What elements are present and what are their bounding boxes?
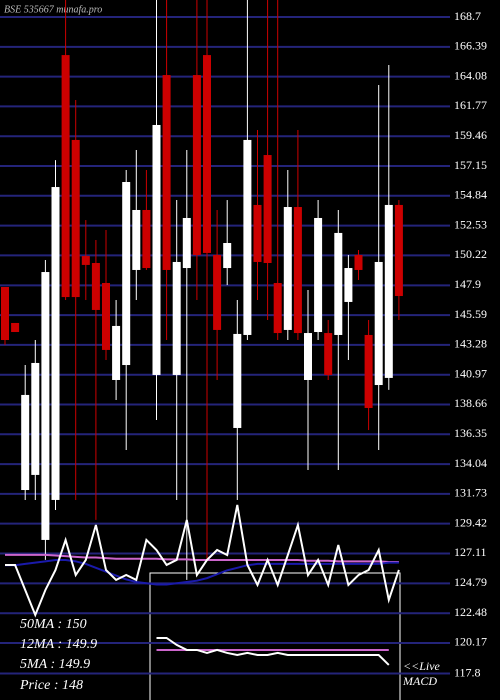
candle-body xyxy=(273,282,282,334)
candle-body xyxy=(374,261,383,386)
indicator-line xyxy=(156,636,390,666)
candle-body xyxy=(31,362,40,475)
macd-label: MACD xyxy=(402,674,437,688)
candle-body xyxy=(71,139,80,298)
y-tick-label: 134.04 xyxy=(454,456,487,470)
candle-body xyxy=(162,75,171,270)
candle-body xyxy=(263,155,272,263)
candle-body xyxy=(11,322,20,333)
indicator-line xyxy=(5,504,400,618)
y-tick-label: 120.17 xyxy=(454,635,487,649)
candle-body xyxy=(142,209,151,269)
candle-body xyxy=(91,262,100,310)
candle-body xyxy=(324,333,333,375)
y-tick-label: 154.84 xyxy=(454,188,487,202)
candle-body xyxy=(384,204,393,378)
candle-body xyxy=(81,256,90,265)
candle-body xyxy=(364,334,373,408)
plot xyxy=(1,0,403,666)
candle-body xyxy=(51,187,60,500)
candle-body xyxy=(203,55,211,253)
candle-body xyxy=(112,325,121,380)
candle-body xyxy=(41,272,50,540)
candle-body xyxy=(223,243,232,269)
candle-body xyxy=(304,333,312,380)
y-tick-label: 136.35 xyxy=(454,426,487,440)
legend-text: 5MA : 149.9 xyxy=(20,657,90,672)
chart-title: BSE 535667 munafa.pro xyxy=(4,4,102,15)
y-tick-label: 161.77 xyxy=(454,98,487,112)
y-tick-label: 168.7 xyxy=(454,9,481,23)
macd-label: <<Live xyxy=(403,659,441,673)
candle-body xyxy=(122,181,131,366)
candle-body xyxy=(394,204,403,297)
y-tick-label: 138.66 xyxy=(454,396,487,410)
candle-body xyxy=(102,282,110,350)
y-tick-label: 140.97 xyxy=(454,366,487,380)
candle-body xyxy=(314,217,323,333)
y-tick-label: 127.11 xyxy=(454,545,487,559)
candle-body xyxy=(213,255,222,330)
y-tick-label: 145.59 xyxy=(454,307,487,321)
candle-body xyxy=(344,268,353,302)
y-tick-label: 143.28 xyxy=(454,337,487,351)
candle-body xyxy=(334,232,343,335)
y-tick-label: 166.39 xyxy=(454,39,487,53)
candle-body xyxy=(1,286,9,341)
candle-body xyxy=(152,124,161,375)
candle-body xyxy=(354,255,363,270)
candle-body xyxy=(21,394,30,491)
legend-text: 12MA : 149.9 xyxy=(20,637,97,652)
legend-text: Price : 148 xyxy=(19,678,83,693)
y-tick-label: 150.22 xyxy=(454,247,487,261)
candle-body xyxy=(61,55,70,298)
y-tick-label: 152.53 xyxy=(454,217,487,231)
candle-body xyxy=(283,207,292,330)
y-tick-label: 124.79 xyxy=(454,575,487,589)
candle-body xyxy=(253,204,262,262)
candle-body xyxy=(233,333,242,428)
y-tick-label: 157.15 xyxy=(454,158,487,172)
candle-body xyxy=(172,261,181,375)
y-tick-label: 117.8 xyxy=(454,665,481,679)
y-tick-label: 129.42 xyxy=(454,515,487,529)
macd-panel xyxy=(149,572,401,700)
candle-body xyxy=(293,207,302,334)
legend-text: 50MA : 150 xyxy=(20,617,87,632)
candle-body xyxy=(132,209,141,270)
candle-body xyxy=(182,217,191,269)
y-tick-label: 147.9 xyxy=(454,277,481,291)
candle-body xyxy=(243,139,252,335)
y-tick-label: 131.73 xyxy=(454,486,487,500)
candle-body xyxy=(192,75,201,256)
y-tick-label: 164.08 xyxy=(454,68,487,82)
y-tick-label: 122.48 xyxy=(454,605,487,619)
y-tick-label: 159.46 xyxy=(454,128,487,142)
